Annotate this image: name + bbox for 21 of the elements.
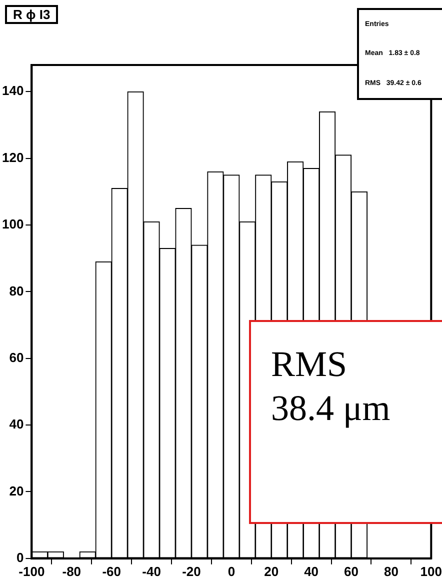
y-tick-label: 140	[2, 83, 24, 98]
y-tick-label: 40	[9, 416, 24, 432]
x-tick-label: -40	[142, 564, 161, 579]
y-tick-label: 60	[9, 350, 24, 365]
x-tick-label: 80	[384, 564, 398, 579]
note-box: RMS 38.4 μm	[249, 320, 442, 524]
x-tick-label: 100	[420, 564, 442, 579]
x-tick-label: 0	[228, 564, 236, 579]
x-tick-label: -80	[62, 564, 82, 579]
x-tick-label: -20	[182, 564, 201, 579]
y-tick-label: 80	[9, 283, 24, 298]
chart-title: R ϕ I3	[5, 5, 58, 24]
x-tick-label: 40	[304, 564, 319, 579]
x-tick-label: -100	[18, 564, 45, 579]
y-tick-label: 120	[2, 150, 24, 165]
x-tick-label: 60	[344, 564, 358, 579]
x-tick-label: -60	[102, 564, 121, 579]
y-tick-label: 0	[16, 550, 24, 565]
x-tick-label: 20	[264, 564, 279, 579]
y-tick-label: 20	[9, 483, 24, 498]
y-tick-label: 100	[2, 216, 24, 232]
